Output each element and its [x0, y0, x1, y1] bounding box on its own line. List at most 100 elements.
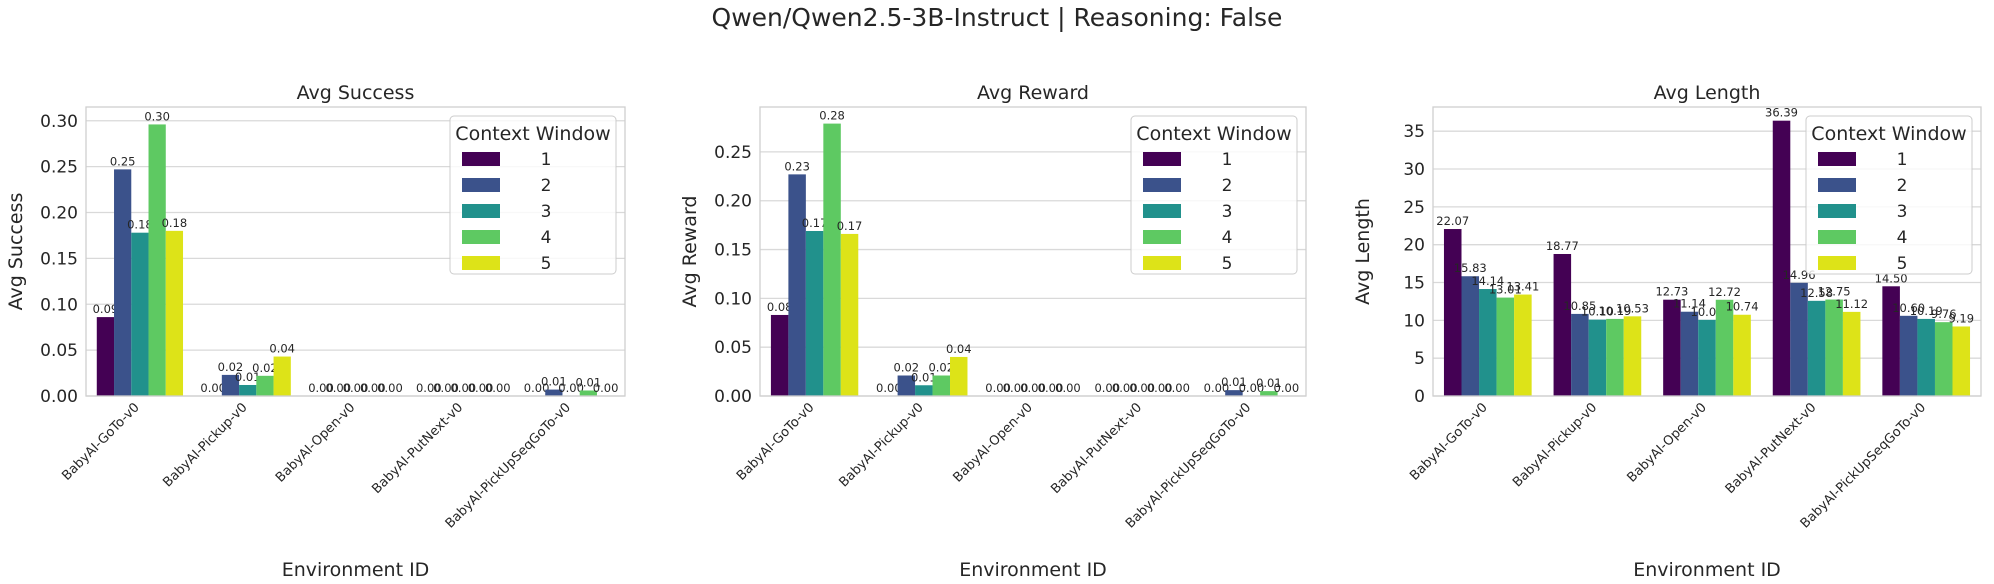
legend-swatch-3: [1818, 204, 1856, 218]
legend: Context Window 1 2 3 4 5: [1805, 115, 1973, 275]
data-label: 10.07: [1691, 305, 1724, 319]
data-label: 0.18: [127, 218, 153, 232]
data-label: 0.00: [325, 381, 351, 395]
bar-BabyAI-Pickup-v0-cw5: [1623, 316, 1642, 396]
legend-label-3: 3: [541, 202, 552, 222]
bar-BabyAI-GoTo-v0-cw5: [840, 233, 859, 396]
data-label: 0.00: [1204, 381, 1230, 395]
data-label: 36.39: [1765, 106, 1798, 120]
bar-BabyAI-GoTo-v0-cw2: [1461, 276, 1480, 396]
data-label: 0.00: [1129, 381, 1155, 395]
data-label: 0.00: [558, 381, 584, 395]
bar-BabyAI-PickUpSeqGoTo-v0-cw4: [579, 390, 597, 396]
legend-label-3: 3: [1222, 202, 1233, 222]
data-label: 0.00: [308, 381, 334, 395]
x-tick-label: BabyAI-Open-v0: [1625, 400, 1710, 485]
legend-swatch-2: [462, 178, 500, 192]
legend-label-4: 4: [1897, 228, 1908, 248]
data-label: 0.00: [1147, 381, 1173, 395]
legend-swatch-4: [1818, 230, 1856, 244]
y-tick-label: 0.25: [40, 158, 78, 178]
data-label: 18.77: [1546, 239, 1579, 253]
bar-BabyAI-Pickup-v0-cw4: [932, 375, 951, 396]
data-label: 0.08: [767, 300, 793, 314]
chart-panel-3: 0510152025303522.0718.7712.7336.3914.501…: [1352, 82, 1982, 581]
y-tick-label: 0.00: [40, 387, 78, 407]
data-label: 0.00: [450, 381, 476, 395]
y-tick-label: 0.05: [714, 338, 752, 358]
data-label: 22.07: [1436, 214, 1469, 228]
x-tick-label: BabyAI-PutNext-v0: [1048, 400, 1145, 497]
y-tick-label: 5: [1414, 349, 1425, 369]
data-label: 0.04: [269, 342, 295, 356]
bar-BabyAI-Pickup-v0-cw5: [950, 356, 968, 396]
y-axis-label: Avg Length: [1352, 198, 1374, 305]
panel-title: Avg Success: [297, 82, 415, 104]
legend-label-5: 5: [1897, 254, 1908, 274]
legend-title: Context Window: [455, 123, 610, 145]
legend-label-4: 4: [541, 228, 552, 248]
data-label: 0.23: [784, 159, 810, 173]
data-label: 0.00: [1003, 381, 1029, 395]
y-tick-label: 0.15: [40, 249, 78, 269]
data-label: 0.00: [377, 381, 403, 395]
x-tick-label: BabyAI-GoTo-v0: [734, 400, 817, 483]
x-tick-label: BabyAI-PickUpSeqGoTo-v0: [1123, 400, 1254, 531]
bar-BabyAI-GoTo-v0-cw2: [788, 174, 806, 396]
data-label: 14.14: [1471, 274, 1504, 288]
bar-BabyAI-Open-v0-cw4: [1715, 299, 1734, 396]
panel-title: Avg Length: [1654, 82, 1761, 104]
data-label: 0.17: [802, 216, 828, 230]
data-label: 0.00: [1164, 381, 1190, 395]
y-tick-label: 0.10: [40, 295, 78, 315]
bar-BabyAI-Pickup-v0-cw3: [915, 385, 933, 396]
y-tick-label: 0.05: [40, 341, 78, 361]
bar-BabyAI-Pickup-v0-cw4: [256, 375, 274, 396]
data-label: 0.02: [252, 361, 278, 375]
x-tick-label: BabyAI-GoTo-v0: [1407, 400, 1490, 483]
x-tick-label: BabyAI-PickUpSeqGoTo-v0: [1798, 400, 1929, 531]
y-tick-label: 20: [1403, 236, 1425, 256]
legend-label-5: 5: [541, 254, 552, 274]
data-label: 12.72: [1708, 285, 1741, 299]
legend-swatch-5: [1143, 256, 1181, 270]
data-label: 9.76: [1931, 307, 1957, 321]
legend-swatch-5: [462, 256, 500, 270]
bar-BabyAI-PickUpSeqGoTo-v0-cw4: [1934, 322, 1953, 396]
data-label: 0.04: [946, 342, 972, 356]
x-tick-label: BabyAI-PutNext-v0: [369, 400, 466, 497]
data-label: 15.83: [1454, 261, 1487, 275]
data-label: 0.00: [1020, 381, 1046, 395]
plot-frame: [1432, 106, 1982, 397]
bar-BabyAI-PutNext-v0-cw4: [1825, 299, 1843, 396]
legend-swatch-1: [462, 152, 500, 166]
data-label: 0.01: [541, 375, 567, 389]
y-tick-label: 0.10: [714, 289, 752, 309]
data-label: 0.30: [144, 109, 170, 123]
data-label: 10.74: [1726, 300, 1759, 314]
bar-BabyAI-Pickup-v0-cw5: [273, 356, 291, 396]
legend-label-1: 1: [1222, 150, 1233, 170]
y-tick-label: 10: [1403, 311, 1425, 331]
bar-BabyAI-PickUpSeqGoTo-v0-cw4: [1260, 391, 1278, 396]
legend-swatch-4: [1143, 230, 1181, 244]
data-label: 0.00: [1112, 381, 1138, 395]
data-label: 10.60: [1892, 301, 1925, 315]
y-tick-label: 30: [1403, 160, 1425, 180]
data-label: 0.00: [200, 381, 226, 395]
x-tick-label: BabyAI-GoTo-v0: [59, 400, 142, 483]
y-tick-label: 0.20: [40, 204, 78, 224]
bar-BabyAI-GoTo-v0-cw3: [1479, 289, 1497, 396]
data-label: 14.50: [1875, 271, 1908, 285]
bar-BabyAI-Open-v0-cw1: [1663, 299, 1681, 396]
data-label: 0.17: [837, 219, 863, 233]
x-tick-label: BabyAI-Pickup-v0: [836, 400, 926, 490]
bar-BabyAI-Pickup-v0-cw3: [239, 384, 257, 396]
legend-swatch-1: [1143, 152, 1181, 166]
chart-panel-1: 0.000.050.100.150.200.250.300.090.00 0.00…: [5, 82, 626, 581]
data-label: 0.00: [1038, 381, 1064, 395]
data-label: 0.00: [433, 381, 459, 395]
data-label: 10.85: [1563, 299, 1596, 313]
bar-BabyAI-GoTo-v0-cw5: [165, 230, 184, 396]
data-label: 0.28: [819, 109, 845, 123]
